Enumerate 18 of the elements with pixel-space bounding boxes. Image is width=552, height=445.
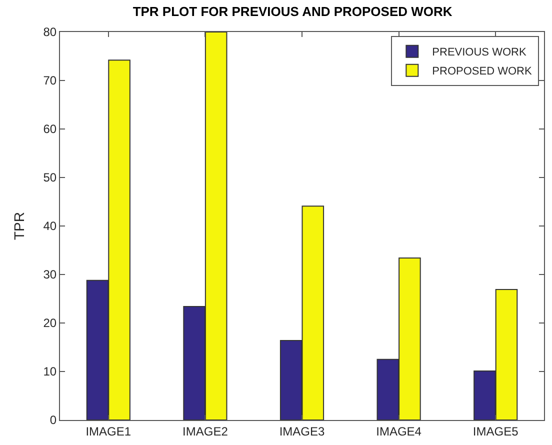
y-tick-label: 10 bbox=[43, 364, 57, 379]
y-axis-title: TPR bbox=[10, 212, 27, 240]
legend-label: PROPOSED WORK bbox=[432, 66, 532, 78]
y-tick-label: 30 bbox=[43, 268, 57, 282]
x-tick-label: IMAGE1 bbox=[86, 424, 132, 438]
x-tick-label: IMAGE3 bbox=[279, 424, 325, 438]
x-tick-label: IMAGE2 bbox=[182, 424, 228, 438]
y-tick-label: 80 bbox=[43, 25, 57, 40]
y-tick-label: 0 bbox=[50, 413, 57, 428]
y-tick-label: 60 bbox=[43, 122, 57, 136]
x-tick-label: IMAGE5 bbox=[472, 424, 519, 438]
y-tick-label: 40 bbox=[43, 219, 57, 234]
chart-title: TPR PLOT FOR PREVIOUS AND PROPOSED WORK bbox=[132, 4, 453, 19]
y-tick-label: 50 bbox=[43, 170, 57, 185]
legend-label: PREVIOUS WORK bbox=[432, 46, 527, 59]
x-tick-label: IMAGE4 bbox=[376, 424, 422, 438]
y-tick-label: 70 bbox=[43, 74, 57, 88]
y-tick-label: 20 bbox=[43, 316, 57, 330]
